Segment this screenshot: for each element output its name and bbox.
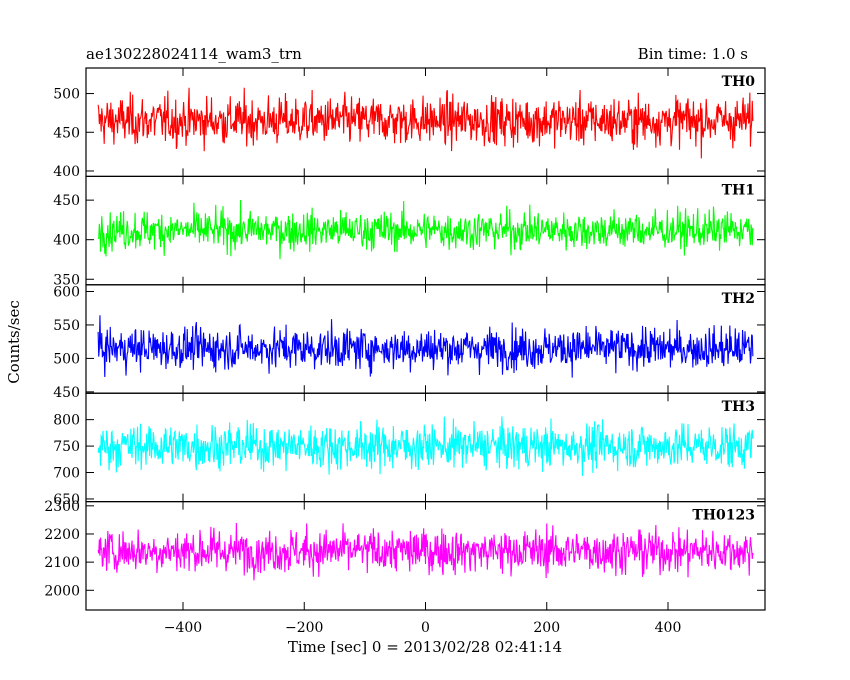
series-line-th0 bbox=[97, 87, 754, 159]
y-tick-label: 600 bbox=[53, 284, 80, 300]
y-tick-label: 550 bbox=[53, 318, 80, 334]
chart-title: ae130228024114_wam3_trn bbox=[86, 45, 302, 63]
series-line-th2 bbox=[97, 315, 754, 378]
x-tick-label: −200 bbox=[285, 620, 323, 636]
series-line-th3 bbox=[97, 416, 754, 476]
y-tick-label: 400 bbox=[53, 164, 80, 180]
y-tick-label: 2100 bbox=[44, 555, 80, 571]
panel-th3: 650 700 750 800 TH3 bbox=[53, 392, 766, 508]
x-tick-label: −400 bbox=[164, 620, 202, 636]
y-axis-label: Counts/sec bbox=[5, 300, 23, 384]
x-tick-label: 400 bbox=[655, 620, 682, 636]
y-tick-label: 2000 bbox=[44, 583, 80, 599]
y-tick-label: 400 bbox=[53, 233, 80, 249]
y-tick-label: 450 bbox=[53, 193, 80, 209]
y-tick-label: 500 bbox=[53, 87, 80, 103]
y-tick-label: 350 bbox=[53, 272, 80, 288]
series-line-th0123 bbox=[97, 523, 754, 581]
y-tick-label: 700 bbox=[53, 466, 80, 482]
y-tick-label: 750 bbox=[53, 439, 80, 455]
y-tick-label: 650 bbox=[53, 492, 80, 508]
series-line-th1 bbox=[97, 200, 754, 260]
panel-label: TH3 bbox=[722, 399, 755, 415]
panel-th1: 350 400 450 TH1 bbox=[53, 175, 766, 288]
panel-label: TH0 bbox=[722, 74, 756, 90]
y-tick-label: 500 bbox=[53, 351, 80, 367]
y-tick-label: 2300 bbox=[44, 499, 80, 515]
y-tick-label: 800 bbox=[53, 413, 80, 429]
x-tick-label: 200 bbox=[533, 620, 560, 636]
x-axis-label: Time [sec] 0 = 2013/02/28 02:41:14 bbox=[287, 638, 563, 656]
panel-label: TH0123 bbox=[692, 508, 755, 524]
panel-label: TH1 bbox=[722, 182, 755, 198]
panel-label: TH2 bbox=[722, 291, 755, 307]
panel-th2: 450 500 550 600 TH2 bbox=[53, 284, 766, 401]
y-tick-label: 2200 bbox=[44, 527, 80, 543]
x-tick-label: 0 bbox=[421, 620, 430, 636]
panel-th0: 400 450 500 TH0 bbox=[53, 67, 766, 180]
y-tick-label: 450 bbox=[53, 125, 80, 141]
bin-time-label: Bin time: 1.0 s bbox=[637, 45, 748, 63]
y-tick-label: 450 bbox=[53, 385, 80, 401]
panel-th0123: 2000 2100 2200 2300 TH0123 bbox=[44, 499, 766, 611]
